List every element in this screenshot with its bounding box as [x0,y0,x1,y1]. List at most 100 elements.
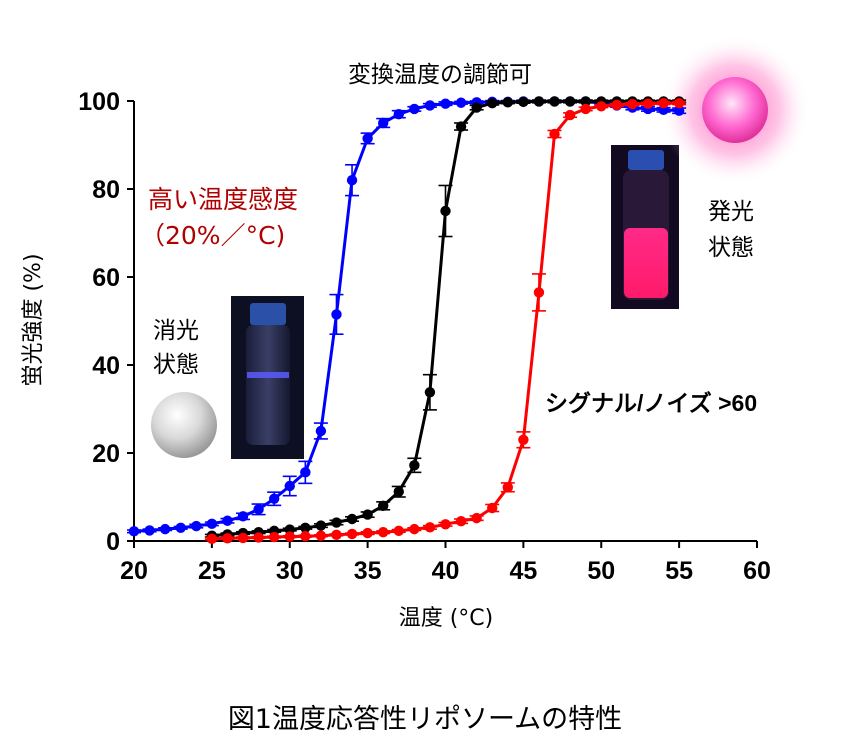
data-point [596,101,607,112]
data-point [642,98,654,109]
data-point [268,531,280,543]
data-point [487,502,498,514]
x-tick-label: 20 [120,557,148,585]
data-point [315,530,327,541]
data-point [378,117,389,129]
data-point [378,527,389,538]
data-point [222,515,233,526]
y-axis: 0 20 40 60 80 100 [78,88,135,556]
data-point [580,96,591,107]
series-line [133,99,680,533]
data-point [471,512,482,524]
data-point [284,531,295,542]
data-point [518,96,529,108]
x-tick-label: 25 [198,557,226,585]
data-point [471,102,482,113]
y-tick-label: 80 [92,176,120,204]
data-point [611,99,623,111]
data-point [362,527,373,539]
data-point [300,467,311,478]
y-tick-label: 40 [92,352,120,380]
data-point [658,98,669,109]
data-point [440,205,451,217]
data-point [346,513,358,525]
data-point [533,287,545,298]
data-point [533,96,545,107]
data-point [502,482,513,493]
data-point [393,525,404,537]
data-point [315,520,327,531]
data-point [253,504,264,515]
quenched-vial-photo [231,296,304,459]
data-point [331,529,342,541]
x-axis: 20 25 30 35 40 45 50 55 60 [120,540,771,585]
data-point [424,387,436,398]
y-tick-label: 20 [92,440,120,468]
data-point [331,517,342,528]
y-tick-label: 0 [106,528,120,556]
y-axis-title: 蛍光強度 (%) [21,253,46,386]
data-point [268,493,280,504]
series-0 [127,96,687,537]
data-point [440,98,451,109]
data-point [455,121,467,132]
data-point [487,98,498,109]
annotation-emitting-line1: 発光 [708,199,754,225]
data-point [393,109,404,120]
annotation-sensitivity-line1: 高い温度感度 [148,185,298,214]
data-point [144,525,155,536]
annotation-signal-noise: シグナル/ノイズ >60 [545,390,757,416]
x-tick-label: 40 [432,557,460,585]
data-point [580,103,591,115]
data-point [253,532,264,543]
data-point [549,96,560,107]
data-point [362,509,373,520]
data-point [424,100,436,111]
x-tick-label: 45 [509,557,537,585]
data-point [502,97,513,108]
x-tick-label: 50 [587,557,615,585]
data-point [564,109,576,121]
data-point [128,526,140,537]
y-tick-label: 60 [92,264,120,292]
annotation-emitting-line2: 状態 [708,235,754,261]
series-2 [204,98,687,544]
data-point [346,528,358,540]
data-point [206,533,218,544]
x-tick-label: 55 [665,557,693,585]
series-layer [127,96,687,544]
data-point [175,522,186,533]
data-point [455,97,467,108]
emitting-vial-photo [611,145,679,309]
data-point [549,128,560,140]
data-point [440,519,451,530]
data-point [315,425,327,437]
data-point [346,175,358,186]
data-point [409,103,420,115]
data-point [424,522,436,533]
figure-caption: 図1温度応答性リポソームの特性 [228,704,622,735]
data-point [237,511,249,522]
x-tick-label: 35 [354,557,382,585]
data-point [627,98,638,110]
x-tick-label: 30 [276,557,304,585]
annotation-sensitivity-line2: （20%／°C) [140,221,285,250]
x-tick-label: 60 [743,557,771,585]
data-point [300,522,311,533]
data-point [518,434,529,445]
annotation-top: 変換温度の調節可 [348,62,532,88]
data-point [331,309,342,320]
annotation-quenched-line2: 状態 [153,352,199,378]
data-point [300,530,311,542]
data-point [455,516,467,527]
data-point [564,96,576,107]
data-point [673,98,685,109]
annotation-quenched-line1: 消光 [153,318,199,344]
data-point [409,523,420,535]
data-point [237,532,249,544]
data-point [409,460,420,471]
data-point [284,480,295,492]
data-point [159,523,171,535]
x-axis-title: 温度 (°C) [399,606,494,631]
